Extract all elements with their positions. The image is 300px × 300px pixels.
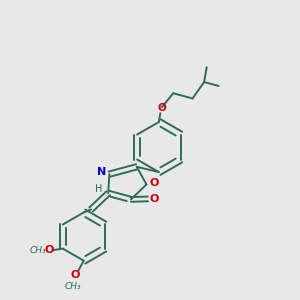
Text: O: O (158, 103, 166, 113)
Text: O: O (149, 178, 159, 188)
Text: CH₃: CH₃ (64, 281, 81, 290)
Text: O: O (44, 245, 53, 255)
Text: N: N (98, 167, 106, 177)
Text: H: H (95, 184, 103, 194)
Text: O: O (71, 270, 80, 280)
Text: O: O (149, 194, 158, 204)
Text: CH₃: CH₃ (30, 247, 47, 256)
